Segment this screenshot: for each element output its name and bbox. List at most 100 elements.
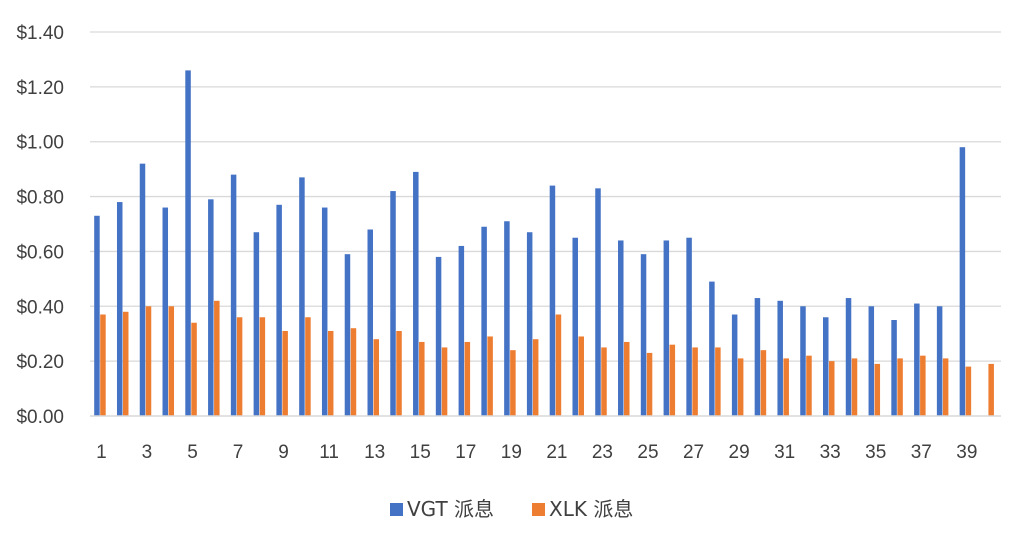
- legend-label-xlk: XLK 派息: [549, 497, 633, 521]
- bar-vgt: [94, 215, 100, 416]
- bar-xlk: [578, 336, 584, 416]
- bar-vgt: [914, 303, 920, 416]
- gridlines: [90, 31, 1001, 362]
- x-tick-label: 33: [820, 442, 841, 463]
- bar-vgt: [868, 306, 875, 416]
- bar-xlk: [236, 317, 243, 416]
- legend-swatch-xlk: [532, 503, 545, 516]
- bar-vgt: [367, 229, 373, 416]
- bar-xlk: [419, 341, 425, 416]
- bar-vgt: [959, 147, 966, 416]
- bar-vgt: [595, 188, 601, 416]
- legend: VGT 派息 XLK 派息: [390, 497, 633, 521]
- bar-vgt: [185, 70, 191, 417]
- bar-vgt: [253, 232, 260, 416]
- bar-xlk: [920, 355, 926, 416]
- x-tick-label: 11: [319, 442, 339, 463]
- bar-vgt: [891, 320, 897, 416]
- y-tick-label: $0.40: [16, 297, 64, 318]
- x-tick-label: 13: [364, 442, 385, 463]
- x-tick-label: 31: [774, 442, 795, 463]
- bar-xlk: [692, 347, 698, 416]
- bar-xlk: [897, 358, 903, 416]
- bar-xlk: [715, 347, 721, 416]
- bar-vgt: [731, 314, 738, 416]
- x-tick-label: 7: [233, 442, 244, 463]
- bar-xlk: [259, 317, 266, 416]
- bar-xlk: [601, 347, 607, 416]
- bar-xlk: [396, 330, 402, 416]
- bar-xlk: [168, 306, 175, 416]
- bar-xlk: [327, 330, 334, 416]
- y-tick-label: $0.20: [16, 352, 64, 373]
- x-tick-label: 39: [956, 442, 977, 463]
- bar-xlk: [282, 330, 288, 416]
- bar-vgt: [299, 177, 305, 416]
- bar-vgt: [709, 281, 715, 416]
- bar-xlk: [942, 358, 949, 416]
- y-tick-label: $0.80: [16, 188, 64, 209]
- x-tick-label: 1: [96, 442, 107, 463]
- bar-xlk: [510, 350, 516, 416]
- bar-vgt: [504, 221, 510, 416]
- bar-vgt: [276, 204, 282, 416]
- bar-vgt: [823, 317, 829, 416]
- bar-vgt: [640, 254, 647, 416]
- x-tick-label: 37: [911, 442, 932, 463]
- bar-xlk: [851, 358, 858, 416]
- x-tick-label: 17: [455, 442, 476, 463]
- bar-vgt: [208, 199, 214, 416]
- bar-xlk: [737, 358, 744, 416]
- y-tick-label: $0.00: [16, 407, 64, 428]
- y-tick-label: $0.60: [16, 242, 64, 263]
- bar-xlk: [760, 350, 767, 416]
- x-tick-label: 9: [278, 442, 289, 463]
- bar-vgt: [777, 300, 783, 416]
- bar-xlk: [829, 361, 835, 416]
- bar-vgt: [162, 207, 169, 416]
- bar-vgt: [572, 237, 578, 416]
- bar-xlk: [464, 341, 471, 416]
- y-tick-label: $1.40: [16, 23, 64, 44]
- y-axis-tick-labels: $0.00 $0.20 $0.40 $0.60 $0.80 $1.00 $1.20 $1.40: [16, 23, 64, 428]
- bar-vgt: [936, 306, 943, 416]
- bar-vgt: [754, 298, 761, 416]
- x-tick-label: 3: [142, 442, 153, 463]
- x-tick-label: 19: [501, 442, 522, 463]
- x-tick-label: 25: [637, 442, 658, 463]
- x-tick-label: 23: [592, 442, 613, 463]
- bar-vgt: [230, 174, 237, 416]
- bar-vgt: [116, 202, 123, 416]
- bar-vgt: [618, 240, 624, 416]
- x-tick-label: 27: [683, 442, 704, 463]
- x-tick-label: 35: [865, 442, 886, 463]
- bar-xlk: [441, 347, 448, 416]
- bar-vgt: [845, 298, 852, 416]
- bar-xlk: [122, 311, 129, 416]
- x-axis-tick-labels: 1 3 5 7 9 11 13 15 17 19 21 23 25 27 29 31 33 35 37 39: [96, 442, 977, 463]
- bar-vgt: [800, 306, 806, 416]
- bar-vgt: [139, 163, 146, 416]
- bar-vgt: [481, 226, 487, 416]
- bar-xlk: [305, 317, 311, 416]
- legend-swatch-vgt: [390, 503, 403, 516]
- bar-vgt: [390, 191, 396, 416]
- y-tick-label: $1.00: [16, 133, 64, 154]
- x-tick-label: 21: [546, 442, 567, 463]
- bar-vgt: [435, 256, 442, 416]
- bar-xlk: [191, 322, 197, 416]
- bar-xlk: [532, 339, 539, 416]
- x-tick-label: 15: [410, 442, 431, 463]
- y-tick-label: $1.20: [16, 78, 64, 99]
- bar-xlk: [373, 339, 379, 416]
- bar-vgt: [663, 240, 670, 416]
- bar-vgt: [526, 232, 533, 416]
- bar-vgt: [686, 237, 692, 416]
- bar-xlk: [965, 366, 972, 416]
- bar-xlk: [214, 300, 220, 416]
- bar-xlk: [145, 306, 152, 416]
- bar-xlk: [806, 355, 812, 416]
- bar-vgt: [549, 185, 556, 416]
- bar-xlk: [988, 363, 994, 416]
